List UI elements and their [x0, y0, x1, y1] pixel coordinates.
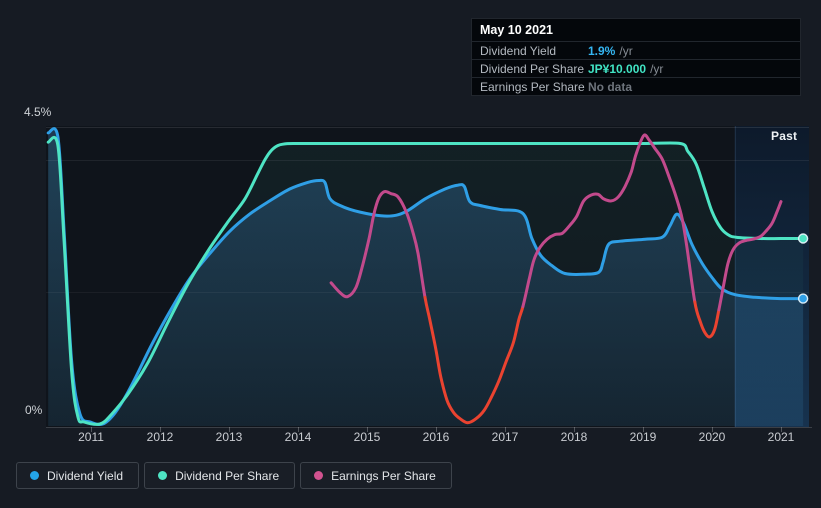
x-axis-tick-label: 2013 [215, 430, 243, 444]
x-axis-tick-label: 2012 [146, 430, 174, 444]
dividend-per-share-end-marker [797, 233, 809, 244]
legend-item-dividend-per-share[interactable]: Dividend Per Share [144, 462, 296, 489]
x-axis-ticks [91, 427, 782, 432]
plot-hover-area[interactable] [46, 126, 809, 427]
x-axis-tick-label: 2015 [353, 430, 381, 444]
legend-item-label: Earnings Per Share [331, 468, 436, 483]
earnings-per-share-line-segment [521, 133, 697, 308]
x-axis-tick-label: 2014 [284, 430, 312, 444]
earnings-per-share-line-segment [717, 200, 783, 312]
x-axis-tick-label: 2021 [767, 430, 795, 444]
x-axis-tick-label: 2016 [422, 430, 450, 444]
x-axis-tick-label: 2019 [629, 430, 657, 444]
tooltip: May 10 2021 Dividend Yield 1.9% /yr Divi… [471, 18, 801, 96]
tooltip-row-unit: /yr [650, 61, 664, 76]
past-region-label: Past [771, 129, 798, 143]
x-axis-tick-label: 2020 [698, 430, 726, 444]
legend-item-earnings-per-share[interactable]: Earnings Per Share [300, 462, 452, 489]
tooltip-row-value: JP¥10.000 [588, 61, 647, 76]
x-axis-tick-label: 2018 [560, 430, 588, 444]
tooltip-row-dividend-per-share: Dividend Per Share JP¥10.000 /yr [472, 59, 800, 77]
tooltip-row-dividend-yield: Dividend Yield 1.9% /yr [472, 41, 800, 59]
earnings-per-share-dot-icon [314, 471, 324, 480]
dividend-yield-end-marker [797, 293, 809, 304]
x-axis-tick-label: 2017 [491, 430, 519, 444]
tooltip-row-unit: /yr [619, 43, 633, 58]
y-axis-label-max: 4.5% [24, 105, 52, 119]
legend: Dividend Yield Dividend Per Share Earnings… [16, 462, 452, 489]
tooltip-row-earnings-per-share: Earnings Per Share No data [472, 77, 800, 95]
legend-item-label: Dividend Per Share [175, 468, 280, 483]
tooltip-row-label: Earnings Per Share [480, 79, 585, 94]
tooltip-row-label: Dividend Yield [480, 43, 557, 58]
earnings-per-share-line-segment [693, 300, 721, 339]
legend-item-dividend-yield[interactable]: Dividend Yield [16, 462, 140, 489]
x-axis-tick-label: 2011 [78, 430, 104, 444]
tooltip-row-value: 1.9% [588, 43, 616, 58]
dividend-yield-line [46, 127, 805, 427]
dividend-per-share-dot-icon [158, 471, 168, 480]
legend-item-label: Dividend Yield [47, 468, 124, 483]
earnings-per-share-line-segment [329, 190, 427, 299]
tooltip-date: May 10 2021 [480, 23, 553, 37]
dividend-yield-dot-icon [30, 471, 39, 480]
gridlines [46, 126, 809, 427]
earnings-per-share-line-segment [423, 295, 525, 425]
dividend-yield-area [48, 128, 804, 426]
y-axis-label-min: 0% [25, 403, 43, 417]
tooltip-row-value: No data [588, 79, 633, 94]
tooltip-row-label: Dividend Per Share [480, 61, 585, 76]
dividend-per-share-line [46, 135, 805, 426]
